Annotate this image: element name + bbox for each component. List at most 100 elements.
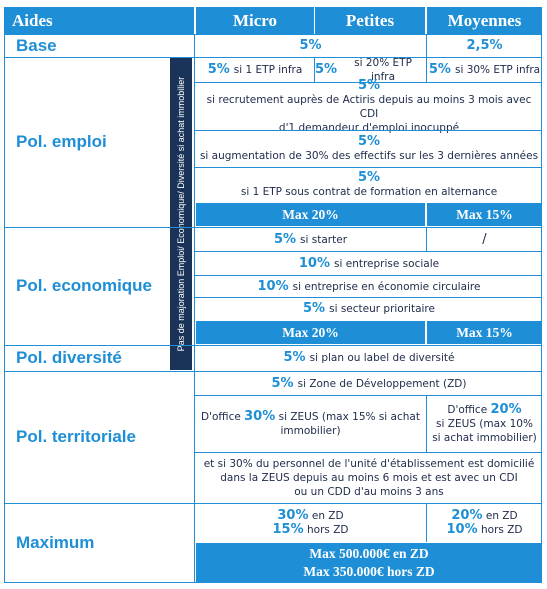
max-right-text2: hors ZD (480, 524, 523, 536)
header-moyennes: Moyennes (427, 7, 542, 34)
terr-left-text1: si ZEUS (max 15% si achat (278, 411, 420, 423)
grid-line (4, 57, 542, 58)
max-footer-line2: Max 350.000€ hors ZD (303, 563, 435, 579)
emploi-r4-pct: 5% (357, 170, 381, 185)
emploi-r2-pct: 5% (357, 77, 381, 93)
diversite-row: 5% si plan ou label de diversité (196, 346, 542, 370)
max-left-pct1: 30% (277, 508, 309, 523)
max-left-pct2: 15% (272, 522, 304, 537)
emploi-row4: 5% si 1 ETP sous contrat de formation en… (196, 168, 542, 202)
eco-row2: 10% si entreprise sociale (196, 252, 542, 275)
base-moyennes: 2,5% (427, 35, 542, 57)
eco-row1: 5% si starter (196, 228, 425, 251)
emploi-micro-text: si 1 ETP infra (233, 64, 303, 76)
header-micro: Micro (196, 7, 314, 34)
header-petites: Petites (315, 7, 425, 34)
emploi-max-right: Max 15% (427, 203, 542, 226)
grid-line (426, 228, 427, 251)
grid-line (194, 167, 542, 168)
diversite-text: si plan ou label de diversité (309, 352, 455, 364)
grid-line (194, 82, 542, 83)
eco-row1-right: / (482, 231, 487, 247)
emploi-max-left: Max 20% (196, 203, 425, 226)
eco-r1-text: si starter (300, 233, 348, 246)
emploi-r3-pct: 5% (357, 134, 381, 149)
max-right: 20% en ZD 10% hors ZD (427, 504, 542, 542)
grid-line (4, 582, 542, 583)
max-footer: Max 500.000€ en ZD Max 350.000€ hors ZD (196, 543, 542, 582)
emploi-row2: 5% si recrutement auprès de Actiris depu… (196, 78, 542, 134)
grid-line (426, 504, 427, 542)
row-label-economique: Pol. economique (16, 276, 153, 295)
grid-line (314, 58, 315, 82)
emploi-moyennes-text: si 30% ETP infra (454, 64, 541, 76)
terr-r3-text3: ou un CDD d'au moins 3 ans (294, 485, 444, 498)
grid-line (194, 130, 542, 131)
emploi-petites-text: si 20% ETP infra (354, 57, 412, 83)
terr-right-text1: si ZEUS (max 10% (436, 418, 533, 430)
eco-r2-pct: 10% (298, 255, 331, 271)
grid-line (194, 297, 542, 298)
emploi-micro-pct: 5% (207, 62, 230, 77)
eco-r2-text: si entreprise sociale (334, 257, 440, 270)
eco-r4-pct: 5% (303, 301, 326, 316)
emploi-r3-text: si augmentation de 30% des effectifs sur… (199, 150, 539, 162)
terr-left-text2: immobilier) (280, 425, 341, 437)
base-moyennes-pct: 2,5% (466, 38, 503, 53)
grid-line (194, 395, 542, 396)
emploi-r2-text1: si recrutement auprès de Actiris depuis … (206, 93, 532, 120)
max-left-text1: en ZD (311, 510, 344, 522)
header-aides: Aides (4, 7, 194, 34)
terr-right-text2: si achat immobilier) (432, 432, 537, 444)
grid-line (194, 251, 542, 252)
emploi-moyennes: 5% si 30% ETP infra (427, 58, 542, 82)
terr-r3-text2: dans la ZEUS depuis au moins 6 mois et e… (220, 471, 518, 484)
base-pct: 5% (299, 38, 322, 53)
row-label-diversite: Pol. diversité (16, 348, 122, 367)
eco-r4-text: si secteur prioritaire (329, 303, 435, 315)
emploi-petites: 5% si 20% ETP infra (315, 57, 425, 83)
emploi-r4-text: si 1 ETP sous contrat de formation en al… (240, 186, 498, 198)
terr-r1-pct: 5% (271, 375, 294, 391)
eco-row4: 5% si secteur prioritaire (196, 298, 542, 320)
max-left: 30% en ZD 15% hors ZD (196, 504, 425, 542)
side-note-text: Pas de majoration Emploi/ Economique/ Di… (176, 76, 186, 352)
terr-row3: et si 30% du personnel de l'unité d'étab… (196, 453, 542, 502)
grid-line (4, 503, 542, 504)
grid-line (426, 34, 427, 58)
eco-r3-text: si entreprise en économie circulaire (292, 280, 481, 293)
terr-row1: 5% si Zone de Développement (ZD) (196, 372, 542, 395)
grid-line (4, 34, 542, 35)
row-label-maximum: Maximum (16, 533, 95, 552)
row-label-base: Base (16, 36, 57, 55)
grid-line (194, 34, 195, 583)
base-micro-petites: 5% (196, 35, 425, 57)
side-note-band: Pas de majoration Emploi/ Economique/ Di… (170, 58, 192, 370)
row-label-territoriale: Pol. territoriale (16, 427, 136, 446)
grid-line (194, 275, 542, 276)
grid-line (426, 396, 427, 452)
eco-r3-pct: 10% (257, 278, 289, 294)
terr-right-prefix: D'office (447, 404, 488, 416)
emploi-micro: 5% si 1 ETP infra (196, 58, 314, 82)
grid-line (4, 371, 542, 372)
terr-right-pct: 20% (490, 402, 522, 417)
diversite-pct: 5% (283, 350, 306, 365)
eco-max-right: Max 15% (427, 321, 542, 344)
max-footer-line1: Max 500.000€ en ZD (309, 545, 429, 561)
grid-line (4, 7, 5, 583)
max-right-pct2: 10% (446, 522, 478, 537)
eco-max-left: Max 20% (196, 321, 425, 344)
grid-line (426, 58, 427, 82)
eco-row3: 10% si entreprise en économie circulaire (196, 276, 542, 297)
terr-r1-text: si Zone de Développement (ZD) (297, 377, 467, 390)
eco-r1-pct: 5% (273, 231, 297, 247)
emploi-row3: 5% si augmentation de 30% des effectifs … (196, 131, 542, 167)
terr-left-prefix: D'office (201, 411, 241, 423)
emploi-moyennes-pct: 5% (428, 62, 451, 77)
row-label-emploi: Pol. emploi (16, 132, 107, 151)
grid-line (4, 227, 542, 228)
terr-r3-text1: et si 30% du personnel de l'unité d'étab… (203, 457, 535, 470)
grid-line (194, 452, 542, 453)
